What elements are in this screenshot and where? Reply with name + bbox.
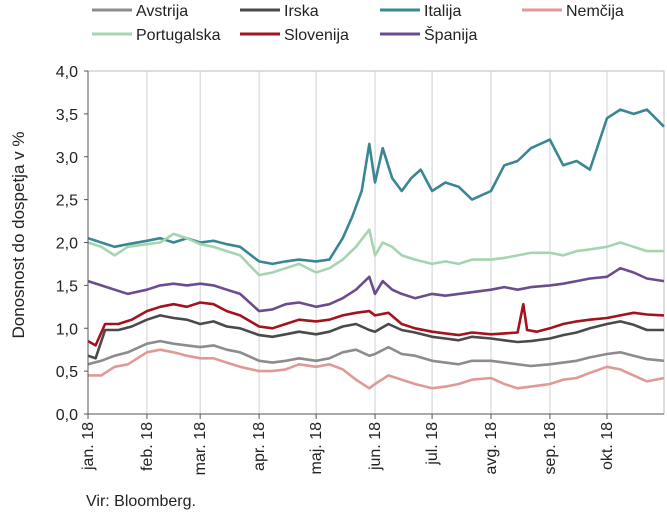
legend-label: Irska [284, 3, 319, 20]
source-note: Vir: Bloomberg. [86, 493, 196, 510]
y-tick-label: 1,0 [56, 321, 78, 338]
series-line-3 [88, 348, 665, 390]
y-tick-label: 1,5 [56, 278, 78, 295]
plot-area [87, 108, 665, 390]
series-line-4 [87, 228, 664, 277]
legend-label: Italija [424, 3, 461, 20]
y-axis-title: Donosnost do dospetja v % [9, 132, 28, 339]
y-tick-label: 2,5 [56, 193, 78, 210]
x-tick-label: jan. 18 [80, 422, 97, 471]
series-line-0 [87, 339, 665, 368]
x-tick-label: sep. 18 [542, 422, 559, 475]
x-tick-label: okt. 18 [599, 422, 616, 470]
series-line-5 [87, 301, 665, 347]
legend-label: Portugalska [136, 27, 221, 44]
series-line-2 [87, 108, 665, 266]
legend-label: Nemčija [566, 3, 624, 20]
x-tick-label: mar. 18 [192, 422, 209, 475]
y-tick-label: 2,0 [56, 236, 78, 253]
y-tick-label: 4,0 [56, 64, 78, 81]
axes: jan. 18 feb. 18 mar. 18 apr. 18 maj. 18 jun. … [56, 64, 664, 475]
legend: Avstrija Irska Italija Nemčija Portugalska Sl… [92, 3, 624, 44]
y-tick-label: 0,5 [56, 364, 78, 381]
grid [87, 70, 665, 415]
x-tick-label: apr. 18 [251, 422, 268, 471]
x-tick-label: jul. 18 [424, 422, 441, 466]
x-tick-label: maj. 18 [308, 422, 325, 475]
x-tick-label: avg. 18 [483, 422, 500, 475]
legend-label: Avstrija [136, 3, 188, 20]
y-tick-label: 3,5 [56, 107, 78, 124]
x-tick-label: feb. 18 [139, 422, 156, 471]
legend-label: Španija [424, 25, 477, 44]
series-line-6 [87, 266, 665, 313]
y-tick-label: 3,0 [56, 150, 78, 167]
series-line-1 [87, 314, 664, 360]
y-tick-label: 0,0 [56, 407, 78, 424]
x-tick-label: jun. 18 [367, 422, 384, 471]
legend-label: Slovenija [284, 27, 349, 44]
